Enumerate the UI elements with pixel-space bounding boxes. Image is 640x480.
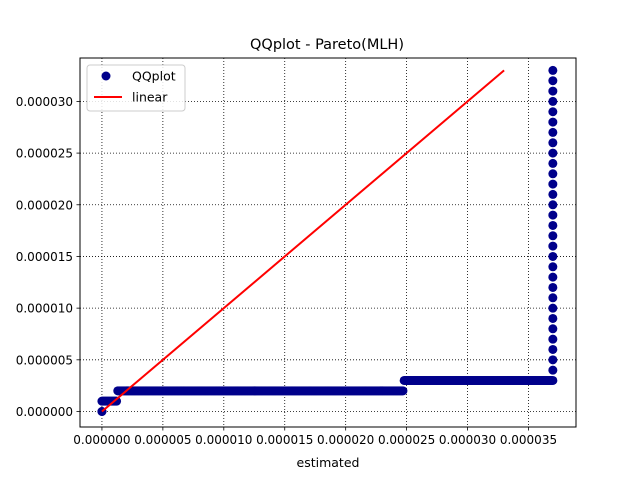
legend-box [86, 64, 186, 112]
qqplot-point [548, 241, 558, 251]
linear-line [101, 69, 505, 413]
qqplot-point [548, 76, 558, 86]
legend-label-linear: linear [132, 90, 168, 105]
x-tick-label: 0.000000 [73, 433, 130, 447]
qqplot-point [548, 262, 558, 272]
qqplot-point [112, 396, 122, 406]
qqplot-point [548, 117, 558, 127]
qqplot-point [548, 148, 558, 158]
x-tick-label: 0.000030 [439, 433, 496, 447]
x-tick-label: 0.000035 [500, 433, 557, 447]
qqplot-point [548, 169, 558, 179]
grid-lines [80, 58, 576, 427]
x-axis-ticks: 0.000000 0.000005 0.000010 0.000015 0.000020… [73, 427, 557, 447]
x-tick-label: 0.000025 [378, 433, 435, 447]
qqplot-point [548, 251, 558, 261]
qqplot-point [548, 158, 558, 168]
qqplot-point [548, 96, 558, 106]
qqplot-point [548, 210, 558, 220]
qqplot-point [548, 272, 558, 282]
x-axis-label: estimated [297, 455, 360, 470]
qqplot-point [548, 293, 558, 303]
x-tick-label: 0.000005 [134, 433, 191, 447]
qqplot-point [548, 220, 558, 230]
y-tick-label: 0.000025 [16, 147, 73, 161]
x-tick-label: 0.000020 [317, 433, 374, 447]
qqplot-point [548, 138, 558, 148]
qqplot-point [548, 344, 558, 354]
linear-reference [101, 69, 505, 413]
qqplot-point [548, 313, 558, 323]
qqplot-point [548, 179, 558, 189]
qqplot-point [548, 65, 558, 75]
x-tick-label: 0.000015 [256, 433, 313, 447]
qqplot-point [548, 107, 558, 117]
y-tick-label: 0.000030 [16, 95, 73, 109]
qqplot-point [548, 334, 558, 344]
legend-marker-qqplot [101, 71, 111, 81]
qqplot-point [548, 375, 558, 385]
qqplot-point [398, 386, 408, 396]
y-tick-label: 0.000020 [16, 198, 73, 212]
qqplot-point [548, 324, 558, 334]
y-tick-label: 0.000010 [16, 302, 73, 316]
legend: QQplot linear [86, 64, 186, 112]
qqplot-point [548, 355, 558, 365]
qqplot-point [548, 365, 558, 375]
qqplot-markers [97, 65, 558, 416]
legend-label-qqplot: QQplot [132, 69, 176, 84]
qqplot-point [548, 86, 558, 96]
qqplot-point [548, 231, 558, 241]
qqplot-point [548, 282, 558, 292]
qqplot-point [548, 200, 558, 210]
y-tick-label: 0.000000 [16, 405, 73, 419]
y-axis-ticks: 0.000000 0.000005 0.000010 0.000015 0.000020… [16, 95, 80, 419]
chart-title: QQplot - Pareto(MLH) [250, 37, 404, 53]
qqplot-point [548, 303, 558, 313]
y-tick-label: 0.000005 [16, 353, 73, 367]
plot-frame [79, 57, 577, 428]
qqplot-point [548, 127, 558, 137]
qqplot-point [548, 189, 558, 199]
y-tick-label: 0.000015 [16, 250, 73, 264]
x-tick-label: 0.000010 [195, 433, 252, 447]
